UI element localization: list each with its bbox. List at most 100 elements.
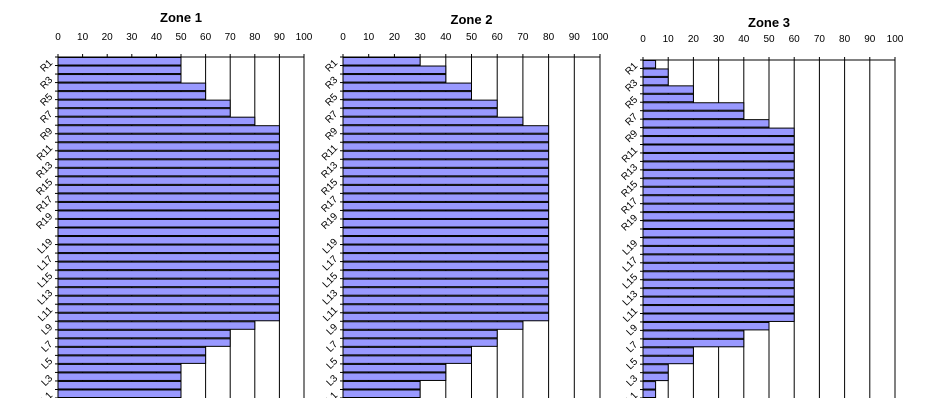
bar-L16 (342, 261, 550, 271)
bar-R5 (342, 91, 472, 100)
x-tick-label: 30 (713, 34, 725, 45)
bar-R17 (642, 195, 795, 204)
bar-R11 (57, 142, 280, 151)
category-label-R11: R11 (620, 145, 641, 166)
bar-R19 (342, 210, 550, 219)
x-tick-label: 50 (175, 32, 187, 43)
category-label-L3: L3 (40, 373, 56, 389)
bar-L6 (642, 347, 694, 356)
bar-R4 (642, 85, 694, 94)
category-label-L15: L15 (321, 271, 341, 291)
category-label-L19: L19 (36, 236, 56, 256)
bar-R9 (642, 127, 795, 137)
category-label-R13: R13 (619, 162, 640, 183)
bar-R8 (57, 116, 256, 126)
x-tick-label: 60 (200, 32, 212, 43)
bar-L20 (57, 227, 280, 237)
category-label-R1: R1 (623, 60, 640, 77)
category-label-L19: L19 (321, 236, 341, 256)
bar-L18 (57, 244, 280, 254)
category-label-R7: R7 (38, 109, 55, 126)
category-label-R17: R17 (319, 194, 340, 215)
bar-R3 (342, 74, 447, 83)
category-label-R9: R9 (323, 126, 340, 143)
x-tick-label: 20 (102, 32, 114, 43)
chart-title: Zone 1 (160, 10, 202, 25)
category-label-R9: R9 (623, 128, 640, 145)
x-tick-label: 20 (389, 32, 401, 43)
bar-L5 (642, 355, 694, 365)
bar-R8 (642, 119, 770, 128)
bar-L8 (342, 329, 498, 339)
bar-R3 (57, 74, 182, 83)
category-label-L11: L11 (621, 305, 640, 324)
x-tick-label: 90 (274, 32, 286, 43)
bar-R12 (342, 150, 550, 160)
category-label-L11: L11 (36, 305, 55, 324)
bar-L17 (57, 253, 280, 262)
x-tick-label: 70 (225, 32, 237, 43)
bar-R2 (642, 68, 669, 77)
x-tick-label: 0 (340, 32, 346, 43)
category-label-R3: R3 (623, 77, 640, 94)
bar-L14 (342, 278, 550, 288)
category-label-L13: L13 (36, 288, 56, 308)
x-tick-label: 70 (814, 34, 826, 45)
category-label-L7: L7 (625, 339, 641, 355)
bar-L15 (342, 270, 550, 279)
x-tick-label: 10 (363, 32, 375, 43)
category-label-L19: L19 (621, 238, 641, 258)
bar-R1 (57, 57, 182, 66)
category-label-L17: L17 (321, 253, 341, 273)
category-label-L15: L15 (621, 272, 641, 292)
bar-R20 (642, 220, 795, 230)
bar-R18 (642, 203, 795, 213)
category-label-L9: L9 (40, 322, 56, 338)
x-tick-label: 40 (151, 32, 163, 43)
bar-R9 (342, 125, 550, 134)
bar-L3 (57, 372, 182, 381)
bar-L19 (642, 237, 795, 246)
category-label-L17: L17 (621, 255, 641, 275)
bar-R6 (342, 99, 498, 109)
bar-R16 (342, 184, 550, 194)
bar-L2 (342, 380, 421, 390)
bar-L14 (642, 279, 795, 289)
category-label-L9: L9 (625, 322, 641, 338)
bar-L4 (642, 364, 669, 373)
bar-R10 (57, 133, 280, 143)
category-label-R15: R15 (319, 177, 340, 198)
bar-L13 (57, 287, 280, 296)
bar-L12 (57, 295, 280, 305)
category-label-R11: R11 (35, 143, 56, 164)
category-label-R1: R1 (38, 57, 55, 74)
bar-R4 (57, 82, 207, 92)
bar-L7 (57, 338, 231, 347)
category-label-R19: R19 (319, 211, 340, 232)
chart-title: Zone 3 (748, 15, 790, 30)
x-tick-label: 90 (569, 32, 581, 43)
bar-L8 (642, 330, 745, 339)
bar-R7 (57, 108, 231, 117)
bar-R17 (342, 193, 550, 202)
x-tick-label: 100 (887, 34, 904, 45)
bar-L6 (57, 346, 207, 356)
category-label-R3: R3 (38, 74, 55, 91)
category-label-L11: L11 (321, 305, 340, 324)
category-label-R9: R9 (38, 126, 55, 143)
x-tick-label: 20 (688, 34, 700, 45)
category-label-R15: R15 (34, 177, 55, 198)
bar-L2 (642, 381, 657, 390)
category-label-R19: R19 (619, 212, 640, 233)
bar-R14 (57, 167, 280, 177)
category-label-R1: R1 (323, 57, 340, 74)
bar-R5 (57, 91, 207, 100)
bar-R13 (342, 159, 550, 168)
x-tick-label: 40 (440, 32, 452, 43)
bar-L10 (342, 312, 550, 322)
bar-L15 (642, 271, 795, 280)
x-tick-label: 100 (592, 32, 609, 43)
bar-L20 (342, 227, 550, 237)
x-tick-label: 40 (738, 34, 750, 45)
bar-R19 (57, 210, 280, 219)
